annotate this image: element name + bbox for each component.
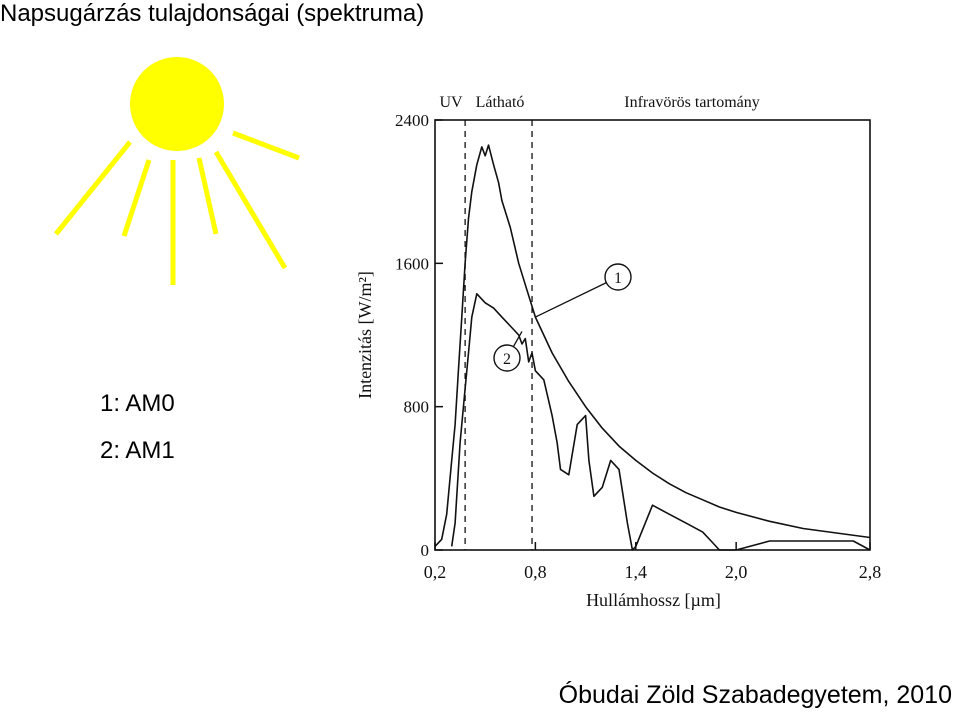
x-tick-label: 2,0 <box>725 562 748 582</box>
legend-entry-am0: 1: AM0 <box>100 390 175 417</box>
annotation-circle <box>604 263 632 291</box>
y-tick-label: 0 <box>421 541 430 560</box>
series-line-2 <box>450 293 871 551</box>
sun-ray <box>213 150 288 270</box>
region-label: Infravörös tartomány <box>624 94 760 111</box>
footer-credit: Óbudai Zöld Szabadegyetem, 2010 <box>558 681 952 709</box>
region-label: UV <box>439 94 463 111</box>
slide-title: Napsugárzás tulajdonságai (spektruma) <box>0 0 425 27</box>
x-tick-label: 0,2 <box>424 562 447 582</box>
annotation-label: 1 <box>614 270 622 287</box>
sun-disc <box>130 57 224 151</box>
annotation-label: 2 <box>503 351 511 368</box>
y-tick-label: 2400 <box>395 111 429 130</box>
sun-ray <box>196 157 219 235</box>
sun-icon <box>54 57 300 285</box>
sun-ray <box>54 140 132 236</box>
sun-ray <box>232 130 300 161</box>
x-axis-label: Hullámhossz [µm] <box>586 590 721 610</box>
annotation-leader <box>535 276 619 318</box>
x-tick-label: 2,8 <box>859 562 882 582</box>
annotation-circle <box>493 344 521 372</box>
series-line-1 <box>434 144 871 547</box>
sun-ray <box>121 159 152 237</box>
y-axis-label: Intenzitás [W/m²] <box>355 271 375 399</box>
y-tick-label: 800 <box>404 398 430 417</box>
y-tick-label: 1600 <box>395 254 429 273</box>
region-label: Látható <box>476 94 525 111</box>
x-tick-label: 0,8 <box>524 562 547 582</box>
x-tick-label: 1,4 <box>625 562 648 582</box>
legend-entry-am1: 2: AM1 <box>100 437 175 464</box>
plot-frame <box>434 119 871 551</box>
